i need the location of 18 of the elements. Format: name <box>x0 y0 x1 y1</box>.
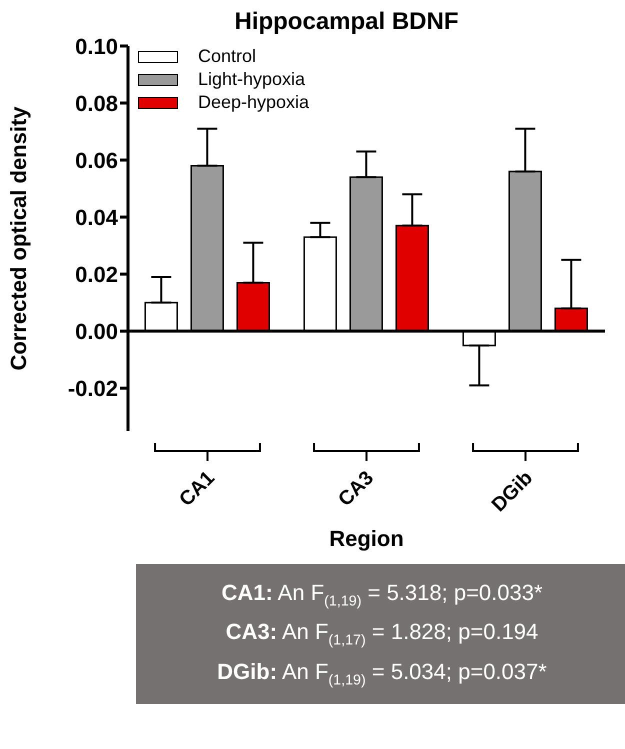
legend-label: Deep-hypoxia <box>198 92 310 113</box>
text: CA3: An F$_{(1,17)}$ = 1.828; p=0.194 <box>226 619 538 649</box>
legend-label: Control <box>198 46 256 67</box>
x-tick-label: CA1 <box>175 466 220 511</box>
y-tick-label: 0.08 <box>75 90 118 116</box>
text: CA1: An F$_{(1,19)}$ = 5.318; p=0.033* <box>221 580 543 610</box>
y-tick-label: 0.04 <box>75 204 119 230</box>
y-tick-label: 0.00 <box>75 318 118 344</box>
legend-label: Light-hypoxia <box>198 69 306 90</box>
y-tick-label: 0.10 <box>75 34 118 59</box>
x-tick-label: CA3 <box>334 466 378 511</box>
chart-title: Hippocampal BDNF <box>234 8 458 35</box>
x-axis-title: Region <box>329 526 404 551</box>
y-axis-title: Corrected optical density <box>6 106 31 371</box>
y-tick-label: 0.02 <box>75 262 118 287</box>
y-tick-label: 0.06 <box>75 148 118 173</box>
text: DGib: An F$_{(1,19)}$ = 5.034; p=0.037* <box>217 658 547 688</box>
y-tick-label: -0.02 <box>68 376 118 402</box>
